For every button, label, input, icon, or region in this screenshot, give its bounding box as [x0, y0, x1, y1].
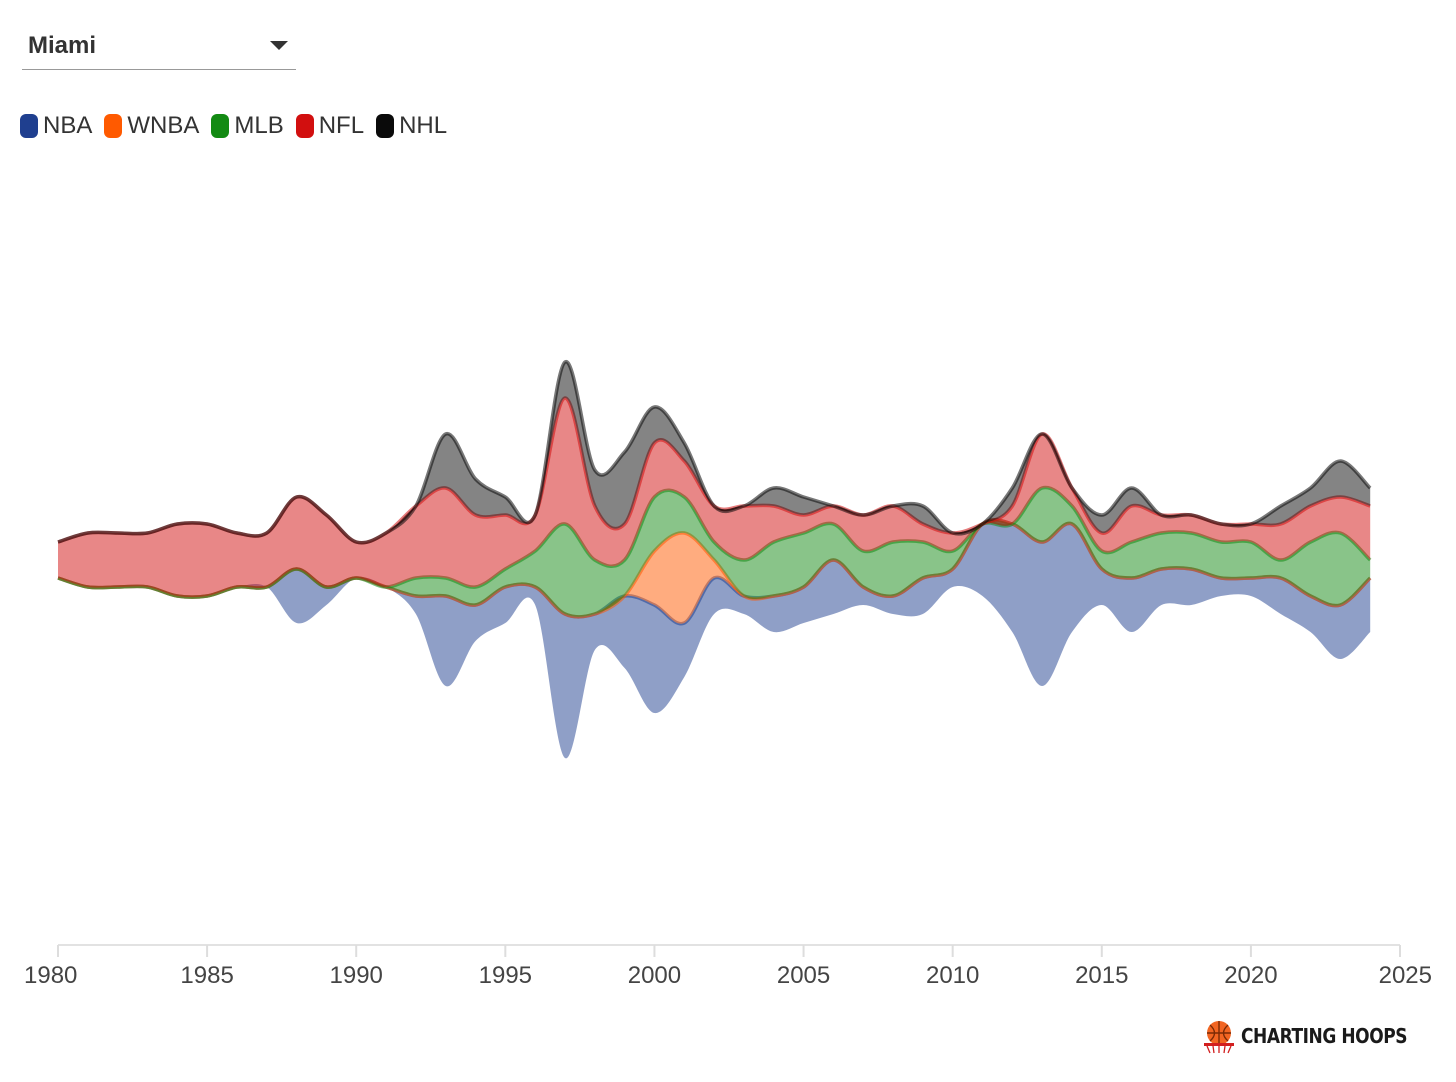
legend-item-nba[interactable]: NBA	[20, 112, 92, 140]
stream-area-nba[interactable]	[58, 519, 1371, 759]
legend-label-mlb: MLB	[234, 112, 284, 139]
x-tick-label: 2005	[777, 962, 830, 989]
city-dropdown-value: Miami	[28, 32, 97, 59]
legend-swatch-mlb	[211, 114, 230, 138]
legend-swatch-nba	[20, 114, 38, 138]
legend: NBA WNBA MLB NFL NHL	[20, 112, 459, 140]
x-tick-label: 1980	[24, 962, 77, 989]
stream-area-mlb[interactable]	[58, 487, 1371, 617]
x-tick-label: 2015	[1075, 962, 1128, 989]
x-tick-label: 1985	[180, 962, 233, 989]
city-dropdown[interactable]: Miami	[22, 24, 296, 70]
legend-item-nfl[interactable]: NFL	[295, 112, 365, 140]
legend-label-nfl: NFL	[318, 112, 365, 139]
legend-item-mlb[interactable]: MLB	[211, 112, 284, 140]
x-tick-label: 2020	[1224, 962, 1277, 989]
chevron-down-icon	[270, 41, 288, 50]
brand-logo: CHARTING HOOPS	[1201, 1018, 1436, 1054]
stream-layers	[57, 360, 1372, 759]
x-tick-label: 2010	[926, 962, 979, 989]
legend-swatch-wnba	[104, 114, 123, 138]
x-tick-label: 2025	[1379, 962, 1432, 989]
legend-label-wnba: WNBA	[127, 112, 200, 139]
legend-label-nba: NBA	[43, 112, 93, 139]
stream-edge-nhl	[57, 360, 1372, 545]
brand-text: CHARTING HOOPS	[1240, 1024, 1408, 1048]
legend-item-nhl[interactable]: NHL	[376, 112, 447, 140]
x-tick-label: 1990	[330, 962, 383, 989]
stream-area-nfl[interactable]	[58, 397, 1371, 598]
legend-swatch-nfl	[295, 114, 314, 138]
legend-swatch-nhl	[376, 114, 395, 138]
basketball-hoop-icon	[1203, 1021, 1234, 1054]
legend-label-nhl: NHL	[399, 112, 448, 139]
legend-item-wnba[interactable]: WNBA	[104, 112, 199, 140]
x-axis: 1980 1985 1990 1995 2000 2005 2010 2015 2020 2025	[24, 944, 1432, 989]
x-tick-label: 2000	[628, 962, 681, 989]
x-tick-label: 1995	[479, 962, 532, 989]
stream-area-wnba[interactable]	[58, 519, 1371, 624]
